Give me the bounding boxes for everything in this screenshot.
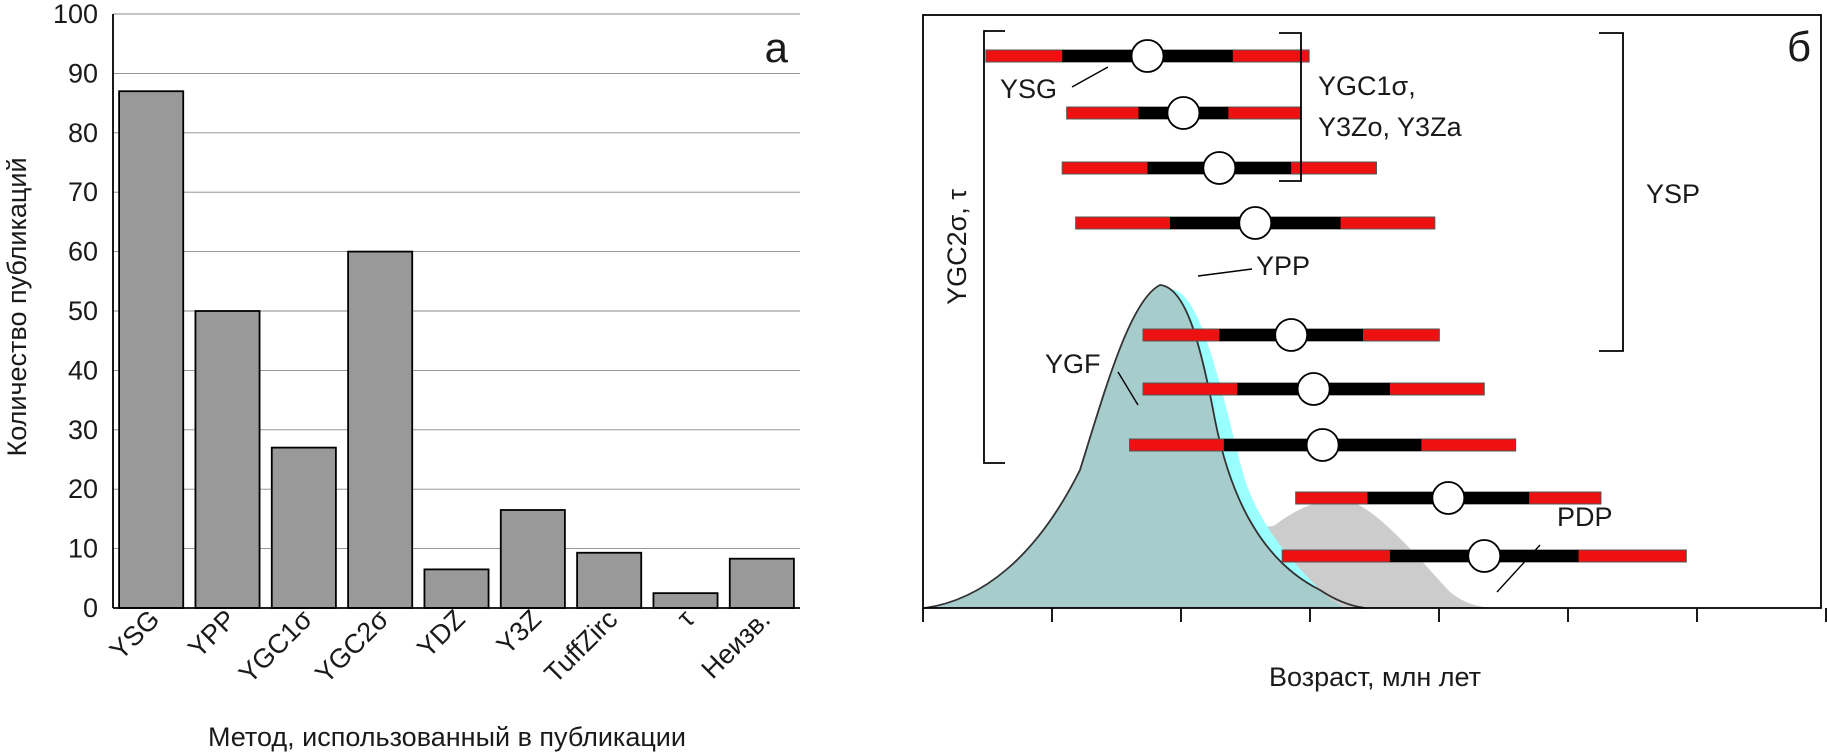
age-point bbox=[1431, 481, 1466, 515]
bar-5 bbox=[423, 568, 490, 609]
age-marker-3 bbox=[1061, 151, 1377, 185]
x-tick-label: YSG bbox=[104, 604, 166, 666]
y-tick-label: 50 bbox=[68, 296, 98, 326]
age-point bbox=[1130, 39, 1165, 73]
y-tick-label: 90 bbox=[68, 58, 98, 88]
bars bbox=[118, 90, 795, 609]
ygc1-label-line2: Y3Zo, Y3Za bbox=[1318, 112, 1463, 142]
bar-8 bbox=[652, 592, 719, 609]
y-tick-label: 30 bbox=[68, 415, 98, 445]
x-axis-title-b: Возраст, млн лет bbox=[1269, 662, 1481, 692]
ysp-label: YSP bbox=[1646, 179, 1700, 209]
y-tick-label: 60 bbox=[68, 237, 98, 267]
x-tick-label: Y3Z bbox=[491, 604, 547, 660]
ygc1-bracket bbox=[1279, 32, 1302, 182]
age-marker-5 bbox=[1142, 318, 1440, 352]
ypp-leader bbox=[1197, 268, 1253, 277]
x-tick-label: TuffZirc bbox=[539, 604, 624, 689]
age-marker-6 bbox=[1142, 372, 1485, 406]
bar-6 bbox=[499, 509, 566, 609]
y-tick-label: 10 bbox=[68, 534, 98, 564]
bar-4 bbox=[347, 250, 414, 609]
ygf-leader bbox=[1117, 371, 1139, 406]
y-tick-label: 20 bbox=[68, 474, 98, 504]
y-axis-title: Количество публикаций bbox=[2, 157, 32, 456]
ysg-label: YSG bbox=[1000, 74, 1057, 104]
age-point bbox=[1202, 151, 1237, 185]
bar-2 bbox=[194, 310, 261, 609]
ygc2-bracket bbox=[983, 30, 1005, 464]
y-tick-label: 80 bbox=[68, 118, 98, 148]
age-marker-1 bbox=[985, 39, 1310, 73]
age-marker-4 bbox=[1075, 206, 1436, 240]
age-point bbox=[1305, 428, 1340, 462]
age-marker-9 bbox=[1281, 539, 1687, 573]
x-axis-title: Метод, использованный в публикации bbox=[208, 722, 686, 752]
age-marker-8 bbox=[1295, 481, 1602, 515]
age-point bbox=[1166, 96, 1201, 130]
ygf-label: YGF bbox=[1045, 349, 1101, 379]
panel-a-label: а bbox=[765, 24, 789, 71]
age-point bbox=[1467, 539, 1502, 573]
ysg-leader bbox=[1071, 66, 1109, 88]
age-marker-7 bbox=[1129, 428, 1517, 462]
pdp-label: PDP bbox=[1557, 502, 1613, 532]
age-marker-2 bbox=[1066, 96, 1301, 130]
bar-9 bbox=[728, 557, 795, 609]
y-tick-label: 100 bbox=[53, 0, 98, 29]
bar-7 bbox=[576, 551, 643, 609]
y-tick-labels: 0 10 20 30 40 50 60 70 80 90 100 bbox=[53, 0, 98, 623]
ysp-bracket bbox=[1599, 32, 1624, 352]
age-point bbox=[1238, 206, 1273, 240]
x-tick-label: Неизв. bbox=[696, 604, 776, 684]
panel-b-label: б bbox=[1787, 23, 1811, 70]
bar-3 bbox=[270, 446, 337, 609]
age-point bbox=[1274, 318, 1309, 352]
panel-b-frame bbox=[922, 14, 1822, 609]
x-ticks bbox=[922, 608, 1827, 622]
x-tick-label: YGC1σ bbox=[233, 604, 318, 689]
pdp-outline bbox=[924, 284, 1366, 609]
bar-1 bbox=[118, 90, 185, 609]
ygc1-label-line1: YGC1σ, bbox=[1318, 71, 1416, 101]
ygc2-label: YGC2σ, τ bbox=[942, 189, 972, 305]
age-markers bbox=[985, 39, 1687, 573]
pdp-leader bbox=[1496, 544, 1541, 593]
age-point bbox=[1296, 372, 1331, 406]
x-tick-label: YDZ bbox=[411, 604, 470, 663]
ypp-label: YPP bbox=[1256, 251, 1310, 281]
x-tick-label: YGC2σ bbox=[309, 604, 394, 689]
y-tick-label: 70 bbox=[68, 177, 98, 207]
panel-b: б YSG YGC1σ, Y3Zo, Y3Za YSP YGC2σ, τ YPP… bbox=[922, 14, 1827, 692]
x-tick-label: YPP bbox=[182, 604, 241, 663]
y-tick-label: 40 bbox=[68, 355, 98, 385]
y-tick-label: 0 bbox=[83, 593, 98, 623]
